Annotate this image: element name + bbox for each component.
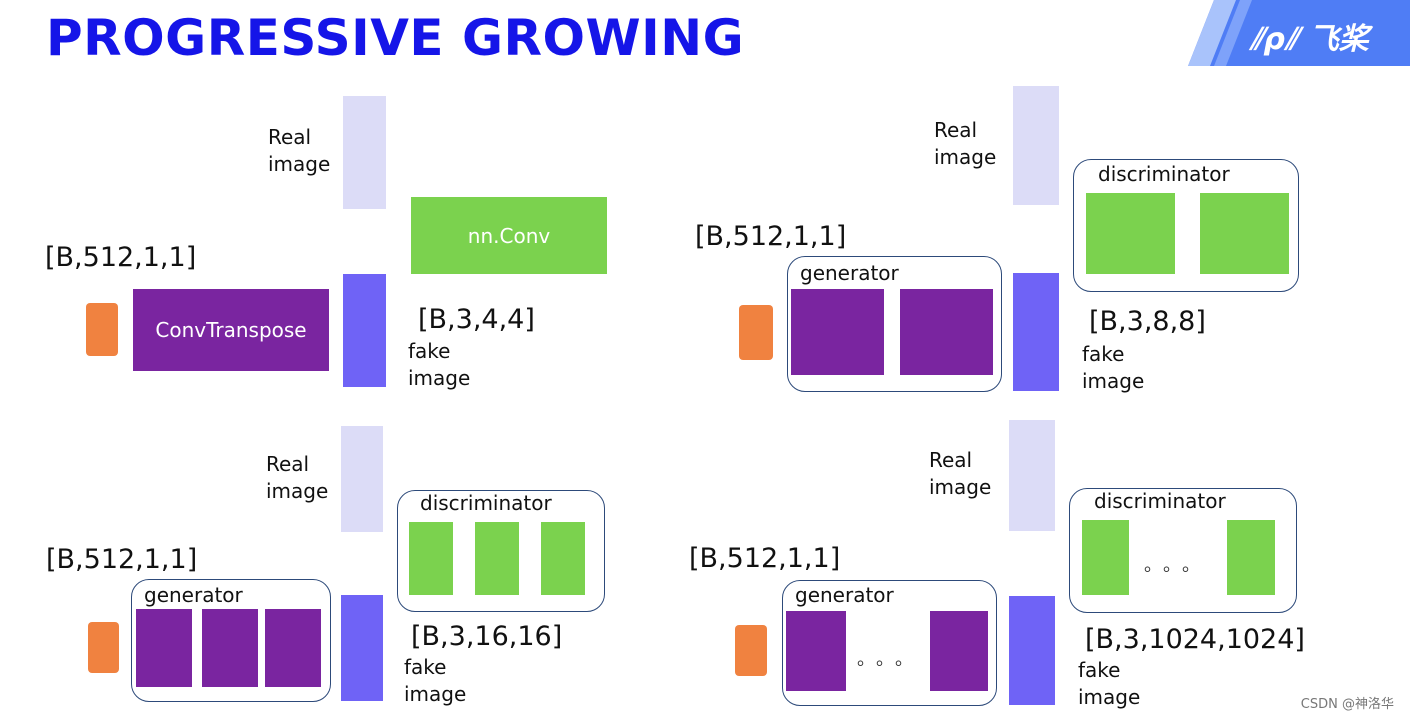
discriminator-block xyxy=(541,522,585,595)
brand-logo: ⫽ρ⫽ 飞桨 xyxy=(1250,14,1369,58)
real-label-line2: image xyxy=(268,152,331,176)
ellipsis-dots: 。。。 xyxy=(1144,555,1210,576)
fake-image-bar xyxy=(341,595,383,701)
real-label-line1: Real xyxy=(268,125,312,149)
output-shape: [B,3,16,16] xyxy=(411,621,563,652)
real-label-line2: image xyxy=(929,475,992,499)
noise-vector xyxy=(86,303,118,356)
fake-image-label: fake image xyxy=(1078,657,1140,711)
discriminator-box: discriminator xyxy=(1073,159,1299,292)
real-image-bar xyxy=(1009,420,1055,531)
real-image-bar xyxy=(341,426,383,532)
output-shape: [B,3,8,8] xyxy=(1089,306,1206,337)
generator-label: generator xyxy=(800,261,899,285)
ellipsis-dots: 。。。 xyxy=(857,649,923,670)
brand-banner xyxy=(1188,0,1410,66)
noise-vector xyxy=(735,625,767,676)
generator-label: generator xyxy=(144,583,243,607)
fake-image-bar xyxy=(1009,596,1055,705)
conv-transpose-label: ConvTranspose xyxy=(155,318,307,342)
brand-logo-text: 飞桨 xyxy=(1308,22,1369,57)
discriminator-block xyxy=(1082,520,1129,595)
generator-block xyxy=(136,609,192,687)
fake-label-line1: fake xyxy=(1078,658,1121,682)
real-label-line1: Real xyxy=(266,452,310,476)
fake-label-line2: image xyxy=(404,682,467,706)
real-image-bar xyxy=(1013,86,1059,205)
discriminator-block xyxy=(1200,193,1289,274)
input-shape: [B,512,1,1] xyxy=(695,221,847,252)
discriminator-block xyxy=(475,522,519,595)
watermark: CSDN @神洛华 xyxy=(1300,697,1394,712)
discriminator-block xyxy=(409,522,453,595)
real-image-bar xyxy=(343,96,386,209)
generator-block xyxy=(265,609,321,687)
generator-block xyxy=(791,289,884,375)
real-label-line1: Real xyxy=(934,118,978,142)
real-label-line2: image xyxy=(266,479,329,503)
real-image-label: Real image xyxy=(934,117,996,171)
discriminator-block xyxy=(1227,520,1275,595)
generator-box: generator xyxy=(131,579,331,702)
fake-label-line1: fake xyxy=(1082,342,1125,366)
fake-image-label: fake image xyxy=(1082,341,1144,395)
discriminator-block xyxy=(1086,193,1175,274)
generator-box: generator 。。。 xyxy=(782,580,997,706)
real-label-line2: image xyxy=(934,145,997,169)
fake-image-bar xyxy=(1013,273,1059,391)
discriminator-label: discriminator xyxy=(1098,162,1230,186)
paddle-logo-icon: ⫽ρ⫽ xyxy=(1250,22,1309,57)
fake-image-label: fake image xyxy=(408,338,470,392)
output-shape: [B,3,1024,1024] xyxy=(1085,624,1305,655)
fake-image-bar xyxy=(343,274,386,387)
input-shape: [B,512,1,1] xyxy=(46,544,198,575)
fake-label-line1: fake xyxy=(408,339,451,363)
input-shape: [B,512,1,1] xyxy=(689,543,841,574)
fake-label-line2: image xyxy=(408,366,471,390)
generator-label: generator xyxy=(795,583,894,607)
fake-label-line2: image xyxy=(1078,685,1141,709)
real-image-label: Real image xyxy=(266,451,328,505)
discriminator-box: discriminator 。。。 xyxy=(1069,488,1297,613)
nn-conv-label: nn.Conv xyxy=(467,223,551,248)
discriminator-label: discriminator xyxy=(420,491,552,515)
noise-vector xyxy=(739,305,773,360)
real-image-label: Real image xyxy=(929,447,991,501)
generator-box: generator xyxy=(787,256,1002,392)
fake-image-label: fake image xyxy=(404,654,466,708)
generator-block xyxy=(202,609,258,687)
generator-block xyxy=(930,611,988,691)
fake-label-line1: fake xyxy=(404,655,447,679)
generator-block xyxy=(900,289,993,375)
fake-label-line2: image xyxy=(1082,369,1145,393)
input-shape: [B,512,1,1] xyxy=(45,242,197,273)
conv-transpose-block: ConvTranspose xyxy=(133,289,329,371)
page-title: PROGRESSIVE GROWING xyxy=(46,9,745,67)
real-image-label: Real image xyxy=(268,124,330,178)
noise-vector xyxy=(88,622,119,673)
nn-conv-block: nn.Conv xyxy=(411,197,607,274)
generator-block xyxy=(786,611,846,691)
discriminator-label: discriminator xyxy=(1094,489,1226,513)
real-label-line1: Real xyxy=(929,448,973,472)
output-shape: [B,3,4,4] xyxy=(418,304,535,335)
discriminator-box: discriminator xyxy=(397,490,605,612)
